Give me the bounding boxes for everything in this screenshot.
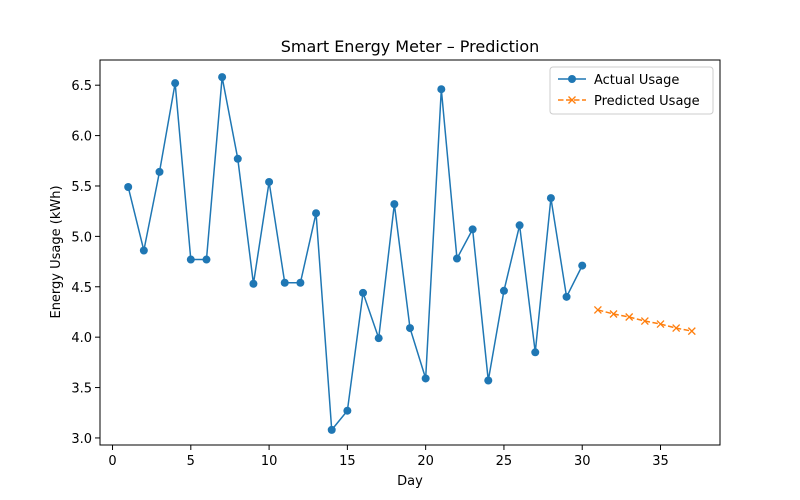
actual-usage-point [421, 374, 430, 383]
x-tick-label: 5 [187, 454, 195, 469]
plot-background [100, 60, 720, 445]
actual-usage-point [531, 348, 540, 357]
actual-usage-point [515, 221, 524, 230]
predicted-usage-point [609, 310, 618, 318]
actual-usage-point [327, 425, 336, 434]
predicted-usage-point [656, 320, 665, 329]
actual-usage-point [202, 255, 211, 264]
legend-label: Predicted Usage [594, 94, 700, 109]
x-tick-label: 35 [652, 454, 669, 469]
actual-usage-point [578, 261, 587, 270]
actual-usage-point [265, 177, 274, 186]
plot-frame [99, 59, 721, 446]
actual-usage-point [562, 292, 571, 301]
actual-usage-point [249, 279, 258, 288]
actual-usage-point [280, 278, 289, 287]
actual-usage-point [452, 254, 461, 263]
actual-usage-point [186, 255, 195, 264]
x-tick-label: 15 [339, 454, 356, 469]
y-tick-label: 4.0 [71, 331, 92, 346]
series-layer [124, 73, 696, 434]
actual-usage-point [484, 376, 493, 385]
actual-usage-point [468, 225, 477, 234]
actual-usage-point [124, 182, 133, 191]
legend-item-actual-usage: Actual Usage [558, 73, 679, 88]
actual-usage-point [437, 85, 446, 94]
y-tick-label: 6.0 [71, 130, 92, 145]
y-tick-label: 3.5 [71, 382, 92, 397]
actual-usage-point [296, 278, 305, 287]
actual-usage-point [155, 167, 164, 176]
actual-usage-point [546, 194, 555, 203]
actual-usage-point [390, 200, 399, 209]
y-tick-label: 3.0 [71, 432, 92, 447]
legend-box [549, 66, 714, 115]
y-axis-label: Energy Usage (kWh) [49, 185, 64, 318]
y-tick-label: 4.5 [71, 281, 92, 296]
y-tick-label: 5.5 [71, 180, 92, 195]
actual-usage-point [343, 406, 352, 415]
actual-usage-point [406, 324, 414, 333]
actual-usage-point [374, 334, 383, 343]
predicted-usage-point [593, 305, 602, 314]
actual-usage-point [171, 79, 180, 88]
predicted-usage-point [640, 317, 649, 325]
x-tick-label: 0 [108, 454, 116, 469]
legend: Actual Usage Predicted Usage [549, 66, 714, 115]
x-tick-label: 25 [496, 454, 513, 469]
y-tick-label: 5.0 [71, 230, 92, 245]
x-axis-label: Day [397, 474, 423, 489]
actual-usage-point [359, 288, 368, 297]
chart-title: Smart Energy Meter – Prediction [281, 37, 540, 56]
predicted-usage-point [625, 313, 634, 321]
y-tick-label: 6.5 [71, 79, 92, 94]
legend-label: Actual Usage [594, 73, 679, 88]
predicted-usage-point [687, 327, 696, 336]
predicted-usage-point [672, 324, 681, 333]
actual-usage-point [139, 246, 148, 255]
axes-ticks: 0 5 10 15 20 25 30 35 3.0 3.5 4.0 4.5 5.0 5.5 6.0 6.5 [71, 79, 668, 469]
x-tick-label: 20 [417, 454, 434, 469]
actual-usage-point [233, 154, 242, 163]
actual-usage-point [218, 73, 227, 82]
legend-item-predicted-usage: Predicted Usage [558, 94, 700, 109]
actual-usage-point [312, 209, 321, 218]
x-tick-label: 10 [261, 454, 278, 469]
x-tick-label: 30 [574, 454, 591, 469]
actual-usage-point [499, 286, 508, 295]
